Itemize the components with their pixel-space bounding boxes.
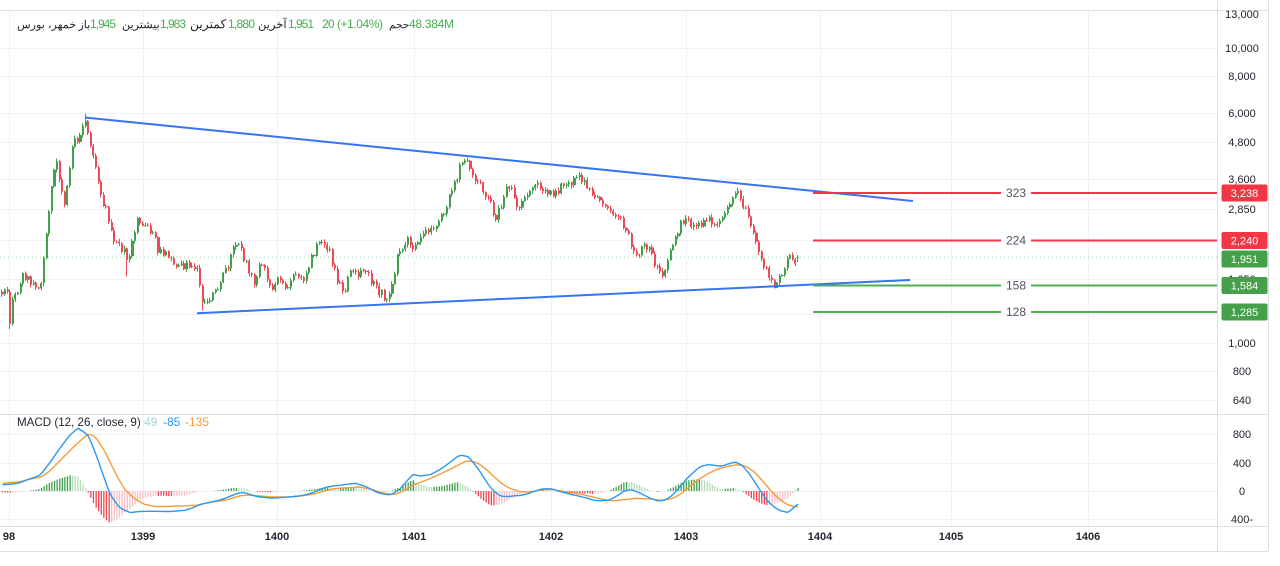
svg-text:800: 800 [1233, 429, 1251, 441]
svg-text:1400: 1400 [265, 531, 289, 543]
svg-text:98: 98 [3, 531, 15, 543]
svg-text:-85: -85 [163, 415, 181, 429]
svg-text:10,000: 10,000 [1225, 43, 1259, 55]
svg-text:800: 800 [1233, 366, 1251, 378]
svg-text:2,240: 2,240 [1231, 236, 1259, 248]
svg-text:4,800: 4,800 [1228, 137, 1256, 149]
svg-text:1,983: 1,983 [160, 17, 186, 31]
svg-text:323: 323 [1006, 186, 1026, 200]
svg-text:1405: 1405 [939, 531, 963, 543]
svg-text:48.384M: 48.384M [409, 17, 454, 31]
svg-text:(+1.04%): (+1.04%) [337, 17, 383, 31]
svg-text:224: 224 [1006, 234, 1026, 248]
svg-text:128: 128 [1006, 305, 1026, 319]
svg-text:1,584: 1,584 [1231, 281, 1259, 293]
svg-text:1401: 1401 [402, 531, 426, 543]
svg-text:1,285: 1,285 [1231, 307, 1259, 319]
svg-text:8,000: 8,000 [1228, 71, 1256, 83]
svg-text:-135: -135 [185, 415, 209, 429]
svg-text:6,000: 6,000 [1228, 108, 1256, 120]
svg-text:3,600: 3,600 [1228, 174, 1256, 186]
svg-text:1406: 1406 [1076, 531, 1100, 543]
svg-text:2,850: 2,850 [1228, 204, 1256, 216]
svg-text:13,000: 13,000 [1225, 9, 1259, 21]
svg-text:1403: 1403 [674, 531, 698, 543]
svg-text:1399: 1399 [131, 531, 155, 543]
svg-text:400-: 400- [1231, 514, 1253, 526]
svg-text:1404: 1404 [808, 531, 833, 543]
svg-text:0: 0 [1239, 486, 1245, 498]
svg-text:1,880: 1,880 [228, 17, 255, 31]
svg-text:3,238: 3,238 [1231, 188, 1259, 200]
svg-text:1,951: 1,951 [1231, 254, 1259, 266]
svg-text:1,945: 1,945 [90, 17, 116, 31]
svg-text:20: 20 [322, 17, 335, 31]
svg-text:1,000: 1,000 [1228, 338, 1256, 350]
svg-text:MACD (12, 26, close, 9): MACD (12, 26, close, 9) [17, 416, 141, 429]
svg-text:400: 400 [1233, 458, 1251, 470]
svg-text:1402: 1402 [539, 531, 563, 543]
svg-text:49: 49 [144, 415, 158, 429]
svg-text:640: 640 [1233, 395, 1251, 407]
svg-text:1,951: 1,951 [288, 17, 314, 31]
svg-text:158: 158 [1006, 279, 1026, 293]
